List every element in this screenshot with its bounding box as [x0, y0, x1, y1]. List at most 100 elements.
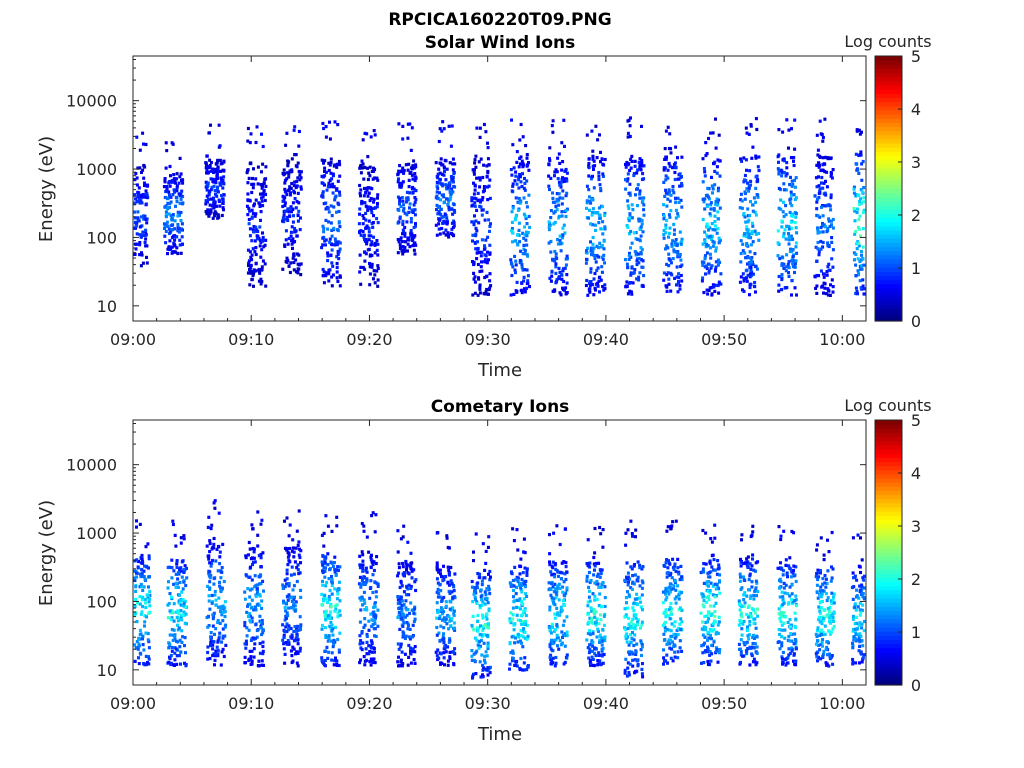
spectrogram-cell — [182, 613, 186, 617]
spectrogram-cell — [294, 206, 298, 210]
spectrogram-cell — [678, 184, 682, 188]
spectrogram-cell — [514, 259, 518, 263]
spectrogram-cell — [363, 608, 367, 612]
spectrogram-cell — [135, 135, 139, 139]
spectrogram-cell — [293, 153, 297, 157]
spectrogram-cell — [171, 142, 175, 146]
spectrogram-cell — [487, 609, 491, 613]
spectrogram-cell — [625, 262, 629, 266]
spectrogram-cell — [404, 196, 408, 200]
spectrogram-cell — [551, 130, 555, 134]
spectrogram-cell — [398, 585, 402, 590]
spectrogram-cell — [739, 260, 743, 264]
spectrogram-cell — [629, 633, 632, 637]
spectrogram-cell — [470, 196, 474, 200]
spectrogram-cell — [481, 196, 485, 200]
spectrogram-cell — [483, 275, 487, 280]
spectrogram-cell — [251, 228, 255, 232]
spectrogram-cell — [204, 180, 208, 184]
spectrogram-cell — [336, 123, 340, 127]
spectrogram-cell — [815, 291, 819, 295]
spectrogram-cell — [297, 572, 301, 576]
spectrogram-cell — [376, 278, 380, 282]
spectrogram-cell — [147, 655, 150, 659]
spectrogram-cell — [794, 226, 798, 230]
spectrogram-cell — [717, 186, 720, 190]
spectrogram-cell — [413, 208, 417, 212]
spectrogram-cell — [215, 547, 219, 551]
spectrogram-cell — [252, 547, 256, 551]
spectrogram-cell — [701, 197, 705, 201]
spectrogram-cell — [855, 242, 858, 246]
spectrogram-cell — [565, 586, 569, 590]
spectrogram-cell — [412, 159, 416, 163]
spectrogram-cell — [705, 288, 709, 292]
spectrogram-cell — [452, 609, 456, 613]
spectrogram-cell — [135, 620, 139, 624]
spectrogram-cell — [554, 252, 558, 256]
spectrogram-cell — [718, 238, 722, 243]
spectrogram-cell — [700, 279, 704, 283]
spectrogram-cell — [323, 575, 327, 579]
spectrogram-cell — [408, 564, 412, 568]
spectrogram-cell — [593, 526, 597, 531]
spectrogram-cell — [480, 238, 484, 242]
spectrogram-cell — [512, 166, 516, 170]
spectrogram-cell — [553, 249, 557, 254]
spectrogram-cell — [253, 642, 257, 646]
spectrogram-cell — [368, 186, 372, 190]
spectrogram-cell — [515, 528, 519, 532]
spectrogram-cell — [337, 209, 341, 214]
spectrogram-cell — [522, 186, 526, 190]
spectrogram-cell — [290, 549, 294, 553]
spectrogram-cell — [142, 142, 145, 146]
spectrogram-cell — [411, 647, 415, 651]
spectrogram-cell — [561, 226, 565, 230]
spectrogram-cell — [478, 291, 482, 295]
spectrogram-cell — [483, 590, 487, 594]
spectrogram-cell — [143, 614, 147, 618]
spectrogram-cell — [282, 168, 286, 172]
spectrogram-cell — [476, 191, 480, 195]
spectrogram-cell — [246, 587, 250, 591]
spectrogram-cell — [790, 279, 794, 283]
spectrogram-cell — [440, 182, 443, 186]
spectrogram-cell — [483, 253, 487, 257]
spectrogram-cell — [562, 118, 566, 122]
spectrogram-cell — [283, 578, 287, 582]
spectrogram-cell — [516, 208, 520, 212]
spectrogram-cell — [675, 265, 679, 269]
spectrogram-cell — [814, 245, 818, 249]
spectrogram-cell — [634, 253, 638, 257]
spectrogram-cell — [141, 230, 145, 234]
spectrogram-cell — [206, 657, 210, 661]
spectrogram-cell — [591, 644, 595, 648]
spectrogram-cell — [641, 199, 645, 203]
spectrogram-cell — [168, 202, 172, 206]
spectrogram-cell — [259, 556, 263, 560]
spectrogram-cell — [293, 180, 297, 184]
spectrogram-cell — [408, 611, 411, 616]
spectrogram-cell — [486, 644, 490, 648]
spectrogram-cell — [209, 160, 213, 165]
spectrogram-cell — [514, 170, 518, 174]
spectrogram-cell — [513, 641, 517, 645]
spectrogram-cell — [664, 247, 667, 251]
spectrogram-cell — [245, 626, 249, 630]
spectrogram-cell — [785, 224, 789, 228]
spectrogram-cell — [717, 291, 721, 295]
spectrogram-cell — [402, 573, 406, 577]
spectrogram-cell — [703, 174, 707, 178]
spectrogram-cell — [793, 197, 797, 202]
spectrogram-cell — [406, 249, 409, 253]
spectrogram-cell — [478, 660, 482, 664]
spectrogram-cell — [176, 623, 179, 627]
spectrogram-cell — [292, 598, 296, 602]
spectrogram-cell — [714, 249, 718, 253]
spectrogram-cell — [510, 189, 514, 193]
spectrogram-cell — [169, 214, 173, 218]
spectrogram-cell — [596, 281, 600, 285]
spectrogram-cell — [640, 124, 643, 128]
spectrogram-cell — [438, 595, 442, 599]
spectrogram-cell — [665, 204, 669, 208]
